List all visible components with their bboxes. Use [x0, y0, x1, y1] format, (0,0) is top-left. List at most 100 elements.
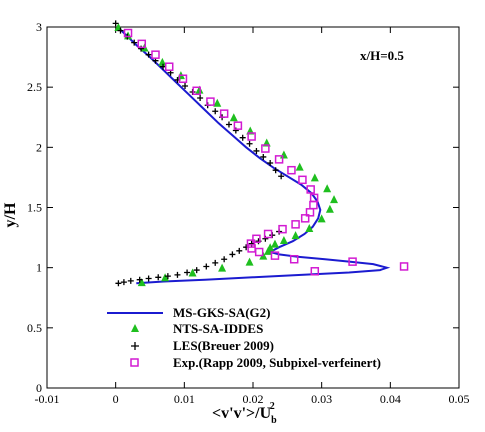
x-tick-label: 0.02: [243, 392, 264, 406]
legend-label-ms-gks: MS-GKS-SA(G2): [173, 305, 271, 320]
square-point: [261, 144, 270, 153]
legend-label-les: LES(Breuer 2009): [173, 338, 274, 353]
plus-point: [229, 251, 236, 258]
square-point: [254, 247, 264, 257]
square-point: [305, 208, 315, 217]
square-point: [300, 214, 310, 223]
square-point: [247, 132, 256, 141]
triangle-point: [245, 257, 254, 266]
y-tick-label: 2.5: [27, 80, 42, 94]
square-point: [151, 50, 160, 59]
series-plus: [112, 20, 285, 287]
square-point: [287, 165, 296, 175]
plus-point: [145, 275, 152, 282]
plus-point: [253, 147, 260, 154]
data-marks: [112, 20, 409, 287]
triangle-point: [305, 223, 314, 232]
series-triangle: [114, 23, 339, 287]
triangle-point: [161, 273, 170, 282]
plus-point: [115, 280, 122, 287]
legend-label-nts: NTS-SA-IDDES: [173, 321, 263, 336]
plus-point: [145, 51, 152, 58]
x-axis-label-sup: 2: [270, 401, 275, 412]
square-point: [178, 74, 188, 83]
triangle-point: [279, 235, 288, 244]
square-point: [164, 62, 174, 71]
plus-point: [120, 279, 127, 286]
square-point: [310, 267, 320, 276]
plus-point: [212, 259, 219, 266]
plus-point: [221, 256, 228, 263]
triangle-point: [229, 113, 238, 122]
square-point: [291, 220, 300, 229]
square-point: [219, 109, 229, 118]
y-tick-label: 1.5: [27, 201, 42, 215]
legend-swatch-les: [131, 342, 139, 350]
plus-point: [197, 94, 204, 101]
triangle-point: [330, 195, 339, 204]
plus-point: [127, 277, 134, 284]
square-point: [246, 239, 256, 248]
square-point: [233, 121, 243, 130]
square-point: [270, 251, 280, 260]
series-line: [117, 26, 391, 285]
plus-point: [272, 167, 279, 174]
square-point: [399, 262, 409, 271]
triangle-point: [137, 278, 146, 287]
x-tick-label: 0: [113, 392, 119, 406]
plus-point: [246, 140, 253, 147]
square-point: [252, 234, 261, 244]
square-point: [309, 200, 318, 210]
x-tick-label: 0.03: [311, 392, 332, 406]
plus-point: [239, 134, 246, 141]
y-tick-label: 1: [36, 261, 42, 275]
plus-point: [117, 27, 124, 34]
square-point: [289, 254, 299, 264]
triangle-point: [279, 150, 288, 159]
triangle-point: [213, 98, 222, 107]
plus-point: [225, 121, 232, 128]
x-tick-label: 0.01: [174, 392, 195, 406]
legend-label-exp: Exp.(Rapp 2009, Subpixel-verfeinert): [173, 355, 381, 370]
triangle-point: [124, 31, 133, 40]
triangle-point: [264, 246, 273, 255]
square-point: [123, 28, 133, 38]
triangle-point: [317, 214, 326, 223]
triangle-point: [218, 263, 227, 272]
square-point: [306, 185, 315, 194]
plus-point: [155, 274, 162, 281]
plus-point: [262, 235, 269, 242]
x-axis-label-sub: b: [271, 415, 277, 426]
plus-point: [236, 247, 243, 254]
plus-point: [182, 82, 189, 89]
x-tick-label: 0.04: [380, 392, 401, 406]
x-axis-label: <v'v'>/Ub 2: [212, 401, 277, 426]
triangle-point: [310, 173, 319, 182]
plus-point: [112, 20, 119, 27]
annotation-label: x/H=0.5: [360, 48, 404, 63]
plus-point: [260, 153, 267, 160]
triangle-point: [325, 204, 334, 213]
square-point: [278, 224, 287, 234]
plus-point: [136, 276, 143, 283]
triangle-point: [323, 184, 332, 193]
square-point: [206, 97, 215, 106]
plus-point: [203, 263, 210, 270]
square-point: [348, 257, 357, 266]
square-point: [274, 155, 284, 164]
y-tick-label: 3: [36, 20, 42, 34]
triangle-point: [270, 239, 279, 248]
triangle-point: [295, 162, 304, 171]
plus-point: [184, 269, 191, 276]
plus-point: [212, 108, 219, 115]
series-line: [117, 26, 391, 285]
triangle-point: [291, 231, 300, 240]
plus-point: [278, 173, 285, 180]
plus-point: [174, 271, 181, 278]
x-tick-label: -0.01: [35, 392, 60, 406]
square-point: [137, 39, 147, 49]
x-tick-label: 0.05: [449, 392, 470, 406]
y-tick-label: 0: [36, 381, 42, 395]
